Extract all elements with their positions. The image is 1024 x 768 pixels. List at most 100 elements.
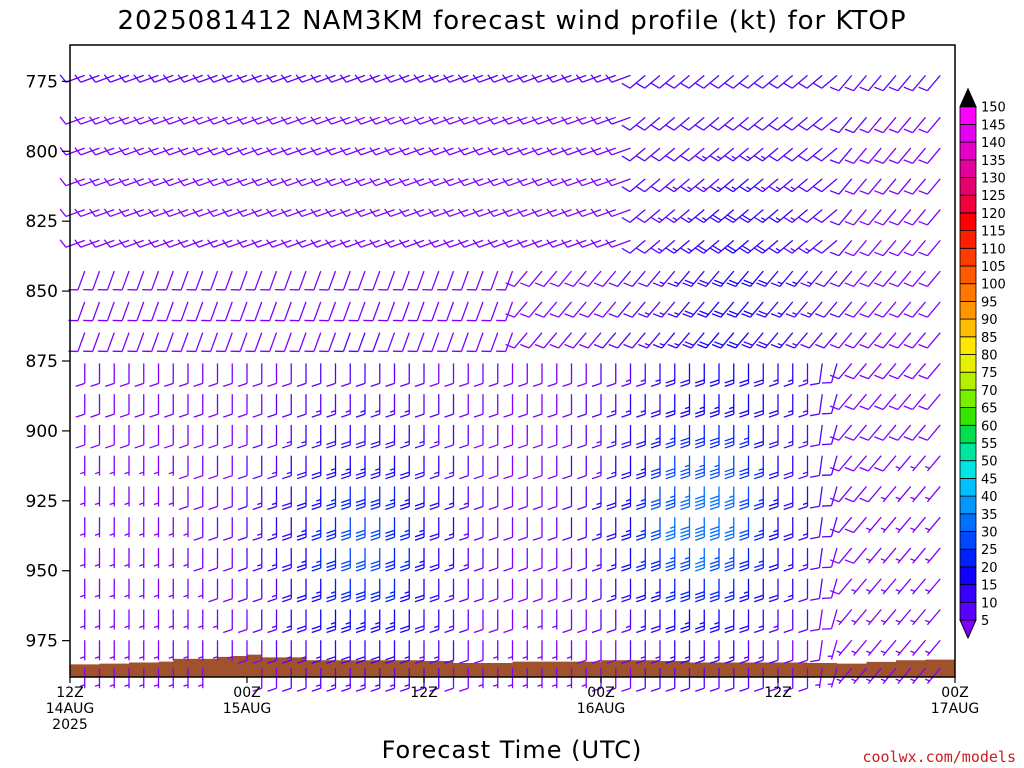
- wind-barb: [90, 394, 101, 418]
- wind-barb: [665, 209, 690, 224]
- wind-barb: [724, 424, 735, 449]
- wind-barb: [208, 394, 219, 418]
- wind-barb: [859, 74, 882, 92]
- wind-barb: [547, 486, 558, 511]
- wind-barb: [821, 578, 838, 600]
- wind-barb: [105, 363, 115, 388]
- colorbar-max-arrow: [959, 87, 977, 108]
- wind-barb: [326, 668, 337, 692]
- wind-barb: [223, 609, 233, 634]
- wind-barb: [208, 424, 219, 449]
- wind-barb: [697, 270, 720, 288]
- wind-barb: [724, 455, 735, 480]
- wind-barb: [531, 239, 557, 248]
- colorbar-swatch: [959, 318, 977, 338]
- wind-barb: [414, 609, 425, 634]
- wind-barb: [251, 239, 277, 248]
- wind-barb: [754, 178, 779, 193]
- wind-barb: [910, 455, 926, 472]
- wind-barb: [851, 667, 867, 684]
- wind-barb: [768, 455, 779, 480]
- wind-barb: [392, 301, 410, 322]
- wind-barb: [768, 640, 779, 664]
- wind-barb: [836, 667, 853, 684]
- wind-barb: [341, 455, 351, 480]
- wind-barb: [227, 640, 233, 661]
- wind-barb: [561, 177, 587, 187]
- colorbar-label: 115: [981, 225, 1006, 240]
- wind-barb: [153, 455, 160, 476]
- wind-barb: [296, 424, 307, 449]
- wind-barb: [282, 517, 292, 541]
- wind-barb: [148, 147, 174, 156]
- wind-barb: [859, 270, 882, 288]
- wind-barb: [266, 208, 292, 218]
- wind-barb: [895, 639, 912, 656]
- wind-barb: [546, 116, 572, 125]
- wind-barb: [282, 486, 292, 511]
- x-tick-label: 00Z: [941, 685, 968, 701]
- wind-barb: [739, 147, 764, 162]
- colorbar-label: 85: [981, 331, 998, 346]
- wind-barb: [821, 393, 838, 415]
- wind-barb: [80, 640, 86, 661]
- wind-barb: [112, 270, 130, 291]
- wind-barb: [149, 363, 160, 388]
- wind-barb: [177, 116, 203, 125]
- wind-barb: [311, 668, 322, 692]
- wind-barb: [739, 609, 750, 634]
- wind-barb: [859, 486, 882, 503]
- y-tick-label: 900: [26, 422, 58, 442]
- wind-barb: [481, 332, 499, 353]
- wind-barb: [516, 116, 543, 125]
- wind-barb: [695, 640, 705, 664]
- wind-barb: [472, 74, 498, 83]
- wind-barb: [178, 455, 189, 480]
- wind-barb: [844, 270, 867, 288]
- wind-barb: [810, 609, 823, 632]
- wind-barb: [888, 147, 912, 165]
- wind-barb: [295, 208, 321, 218]
- colorbar-label: 65: [981, 402, 998, 417]
- x-tick-label: 16AUG: [577, 701, 626, 717]
- wind-barb: [665, 147, 690, 162]
- wind-barb: [918, 393, 941, 411]
- wind-barb: [695, 547, 705, 572]
- wind-barb: [109, 455, 115, 476]
- wind-barb: [910, 578, 926, 595]
- colorbar-label: 110: [981, 242, 1006, 257]
- wind-barb: [785, 332, 808, 349]
- wind-barb: [207, 208, 233, 218]
- wind-barb: [810, 547, 823, 571]
- colorbar-label: 140: [981, 136, 1006, 151]
- wind-barb: [109, 486, 115, 507]
- wind-barb: [783, 668, 794, 692]
- wind-barb: [741, 270, 764, 288]
- wind-barb: [355, 547, 366, 572]
- wind-barb: [348, 270, 366, 291]
- wind-barb: [304, 301, 322, 322]
- wind-barb: [815, 301, 838, 318]
- wind-barb: [783, 547, 794, 572]
- wind-barb: [414, 363, 425, 388]
- wind-barb: [178, 363, 189, 388]
- wind-barb: [119, 363, 130, 388]
- wind-barb: [918, 270, 941, 288]
- colorbar-swatch: [959, 442, 977, 462]
- wind-barb: [472, 239, 498, 248]
- wind-barb: [783, 517, 794, 541]
- wind-barb: [680, 178, 705, 193]
- wind-barb: [621, 394, 632, 418]
- wind-barb: [212, 640, 219, 661]
- wind-barb: [516, 239, 543, 248]
- wind-barb: [537, 640, 543, 661]
- wind-barb: [280, 208, 307, 218]
- wind-barb: [503, 394, 514, 418]
- wind-barb: [518, 455, 528, 480]
- wind-barb: [267, 363, 278, 388]
- wind-barb: [798, 668, 809, 692]
- wind-barb: [481, 270, 499, 291]
- wind-barb: [124, 640, 130, 661]
- wind-barb: [134, 424, 145, 449]
- colorbar-label: 30: [981, 526, 998, 541]
